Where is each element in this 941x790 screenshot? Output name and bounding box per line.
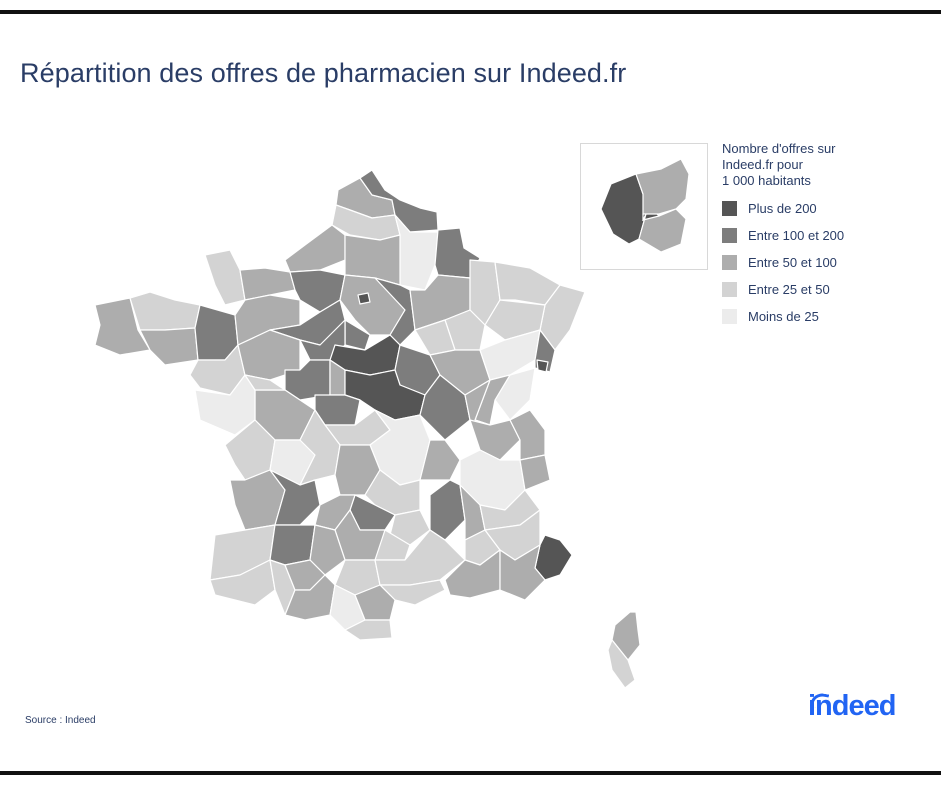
paris-inset-map xyxy=(600,158,690,253)
legend-item-25-50: Entre 25 et 50 xyxy=(722,276,862,303)
legend-label: Entre 25 et 50 xyxy=(748,282,830,297)
logo-text: indeed xyxy=(808,690,896,722)
legend-item-plus-200: Plus de 200 xyxy=(722,195,862,222)
region-morbihan xyxy=(139,327,199,366)
legend-title-line: Indeed.fr pour xyxy=(722,157,803,172)
source-note: Source : Indeed xyxy=(25,715,96,726)
legend-label: Plus de 200 xyxy=(748,201,817,216)
region-lot-et-garonne xyxy=(269,524,316,566)
legend-swatch xyxy=(722,255,737,270)
region-vendee xyxy=(194,374,256,436)
region-pyrenees-orientales xyxy=(344,619,393,641)
top-rule xyxy=(0,10,941,14)
legend: Nombre d'offres sur Indeed.fr pour 1 000… xyxy=(722,141,862,330)
legend-swatch xyxy=(722,201,737,216)
region-seine-et-marne xyxy=(374,277,416,346)
region-belfort xyxy=(536,359,549,373)
legend-title-line: 1 000 habitants xyxy=(722,173,811,188)
legend-swatch xyxy=(722,228,737,243)
region-haute-loire xyxy=(389,509,431,546)
legend-label: Entre 50 et 100 xyxy=(748,255,837,270)
legend-title-line: Nombre d'offres sur xyxy=(722,141,836,156)
region-nord xyxy=(359,169,439,233)
region-deux-sevres xyxy=(244,374,286,391)
indeed-logo: indeed xyxy=(808,690,896,723)
region-var xyxy=(499,544,546,601)
region-cotes-d-armor xyxy=(129,291,201,331)
region-seine-maritime xyxy=(284,224,346,273)
legend-title: Nombre d'offres sur Indeed.fr pour 1 000… xyxy=(722,141,862,189)
legend-swatch xyxy=(722,309,737,324)
region-ardeche xyxy=(429,479,466,541)
paris-inset xyxy=(580,143,708,270)
legend-label: Entre 100 et 200 xyxy=(748,228,845,243)
region-loire xyxy=(419,439,461,481)
region-paris xyxy=(357,292,371,305)
region-savoie xyxy=(519,454,551,491)
page-title: Répartition des offres de pharmacien sur… xyxy=(20,58,627,88)
bottom-rule xyxy=(0,771,941,775)
legend-swatch xyxy=(722,282,737,297)
legend-item-100-200: Entre 100 et 200 xyxy=(722,222,862,249)
legend-item-50-100: Entre 50 et 100 xyxy=(722,249,862,276)
region-aude xyxy=(354,584,396,621)
inset-val-de-marne xyxy=(638,208,687,253)
inset-seine-saint-denis xyxy=(635,158,690,215)
region-corse-du-sud xyxy=(607,639,636,689)
legend-item-moins-25: Moins de 25 xyxy=(722,303,862,330)
region-dordogne xyxy=(269,469,321,526)
region-manche xyxy=(204,249,246,306)
legend-label: Moins de 25 xyxy=(748,309,819,324)
